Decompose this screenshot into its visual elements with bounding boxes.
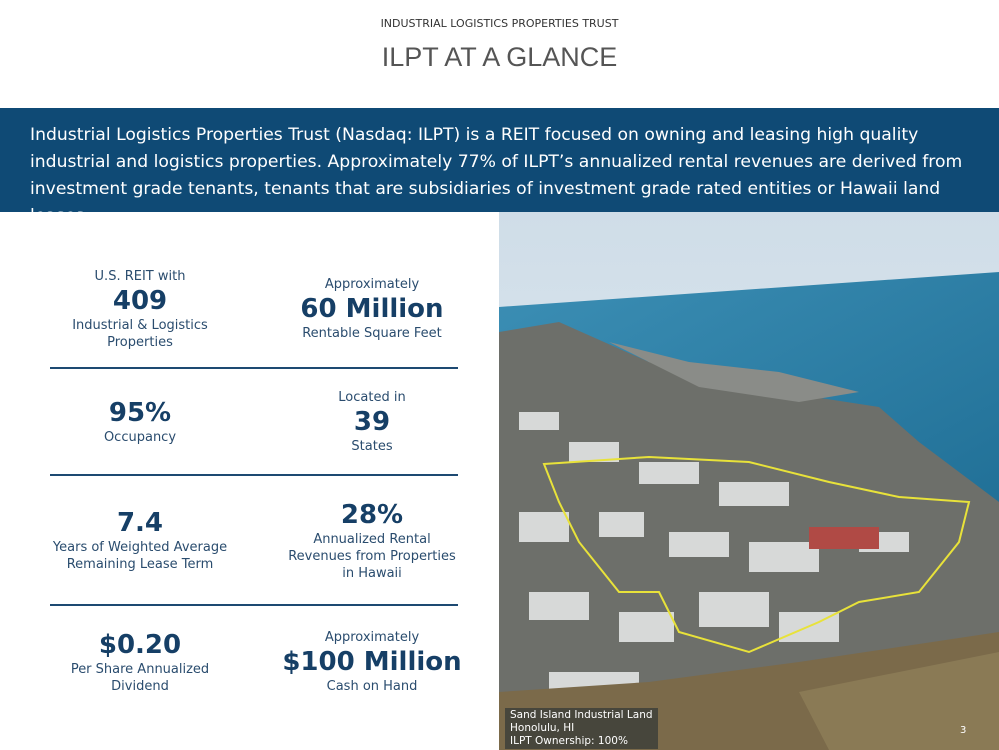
stat-prefix: Approximately	[324, 277, 420, 292]
stat-cell: Approximately $100 Million Cash on Hand	[262, 606, 482, 718]
page-number: 3	[960, 725, 967, 736]
stat-cell: 95% Occupancy	[30, 369, 250, 474]
stat-value: 60 Million	[300, 294, 444, 324]
caption-line: Sand Island Industrial Land	[510, 709, 653, 721]
stat-label: Annualized Rental Revenues from Properti…	[288, 531, 456, 581]
caption-line: Honolulu, HI	[510, 722, 575, 734]
stat-label: Per Share Annualized Dividend	[70, 662, 210, 694]
stat-cell: 7.4 Years of Weighted Average Remaining L…	[30, 476, 250, 604]
divider	[50, 367, 458, 369]
stat-cell: Approximately 60 Million Rentable Square F…	[262, 250, 482, 368]
slide-title: ILPT AT A GLANCE	[381, 42, 618, 72]
divider	[50, 474, 458, 476]
stat-prefix: Located in	[338, 389, 406, 405]
stat-prefix: Approximately	[324, 630, 420, 645]
stat-value: $0.20	[98, 630, 182, 660]
stat-value: 95%	[108, 398, 172, 428]
aerial-photo	[499, 212, 999, 750]
stat-value: 28%	[340, 499, 404, 530]
photo-caption: Sand Island Industrial Land Honolulu, HI…	[505, 708, 658, 749]
summary-banner: Industrial Logistics Properties Trust (N…	[0, 108, 999, 226]
stat-label: Industrial & Logistics Properties	[72, 317, 208, 350]
caption-line: ILPT Ownership: 100%	[510, 735, 628, 747]
company-name: INDUSTRIAL LOGISTICS PROPERTIES TRUST	[380, 17, 619, 30]
stat-cell: Located in 39 States	[262, 369, 482, 474]
stat-cell: 28% Annualized Rental Revenues from Prope…	[252, 476, 492, 604]
stat-label: Years of Weighted Average Remaining Leas…	[52, 540, 228, 572]
stat-cell: U.S. REIT with 409 Industrial & Logistics …	[30, 250, 250, 368]
stat-cell: $0.20 Per Share Annualized Dividend	[30, 606, 250, 718]
stat-value: 409	[112, 285, 168, 316]
stat-label: Rentable Square Feet	[302, 326, 442, 341]
stat-value: $100 Million	[282, 647, 462, 677]
stat-label: States	[351, 438, 393, 454]
stat-prefix: U.S. REIT with	[94, 268, 186, 284]
divider	[50, 604, 458, 606]
stat-value: 7.4	[116, 508, 164, 538]
stat-label: Cash on Hand	[326, 679, 418, 694]
stat-value: 39	[353, 406, 391, 437]
stat-label: Occupancy	[103, 430, 177, 445]
